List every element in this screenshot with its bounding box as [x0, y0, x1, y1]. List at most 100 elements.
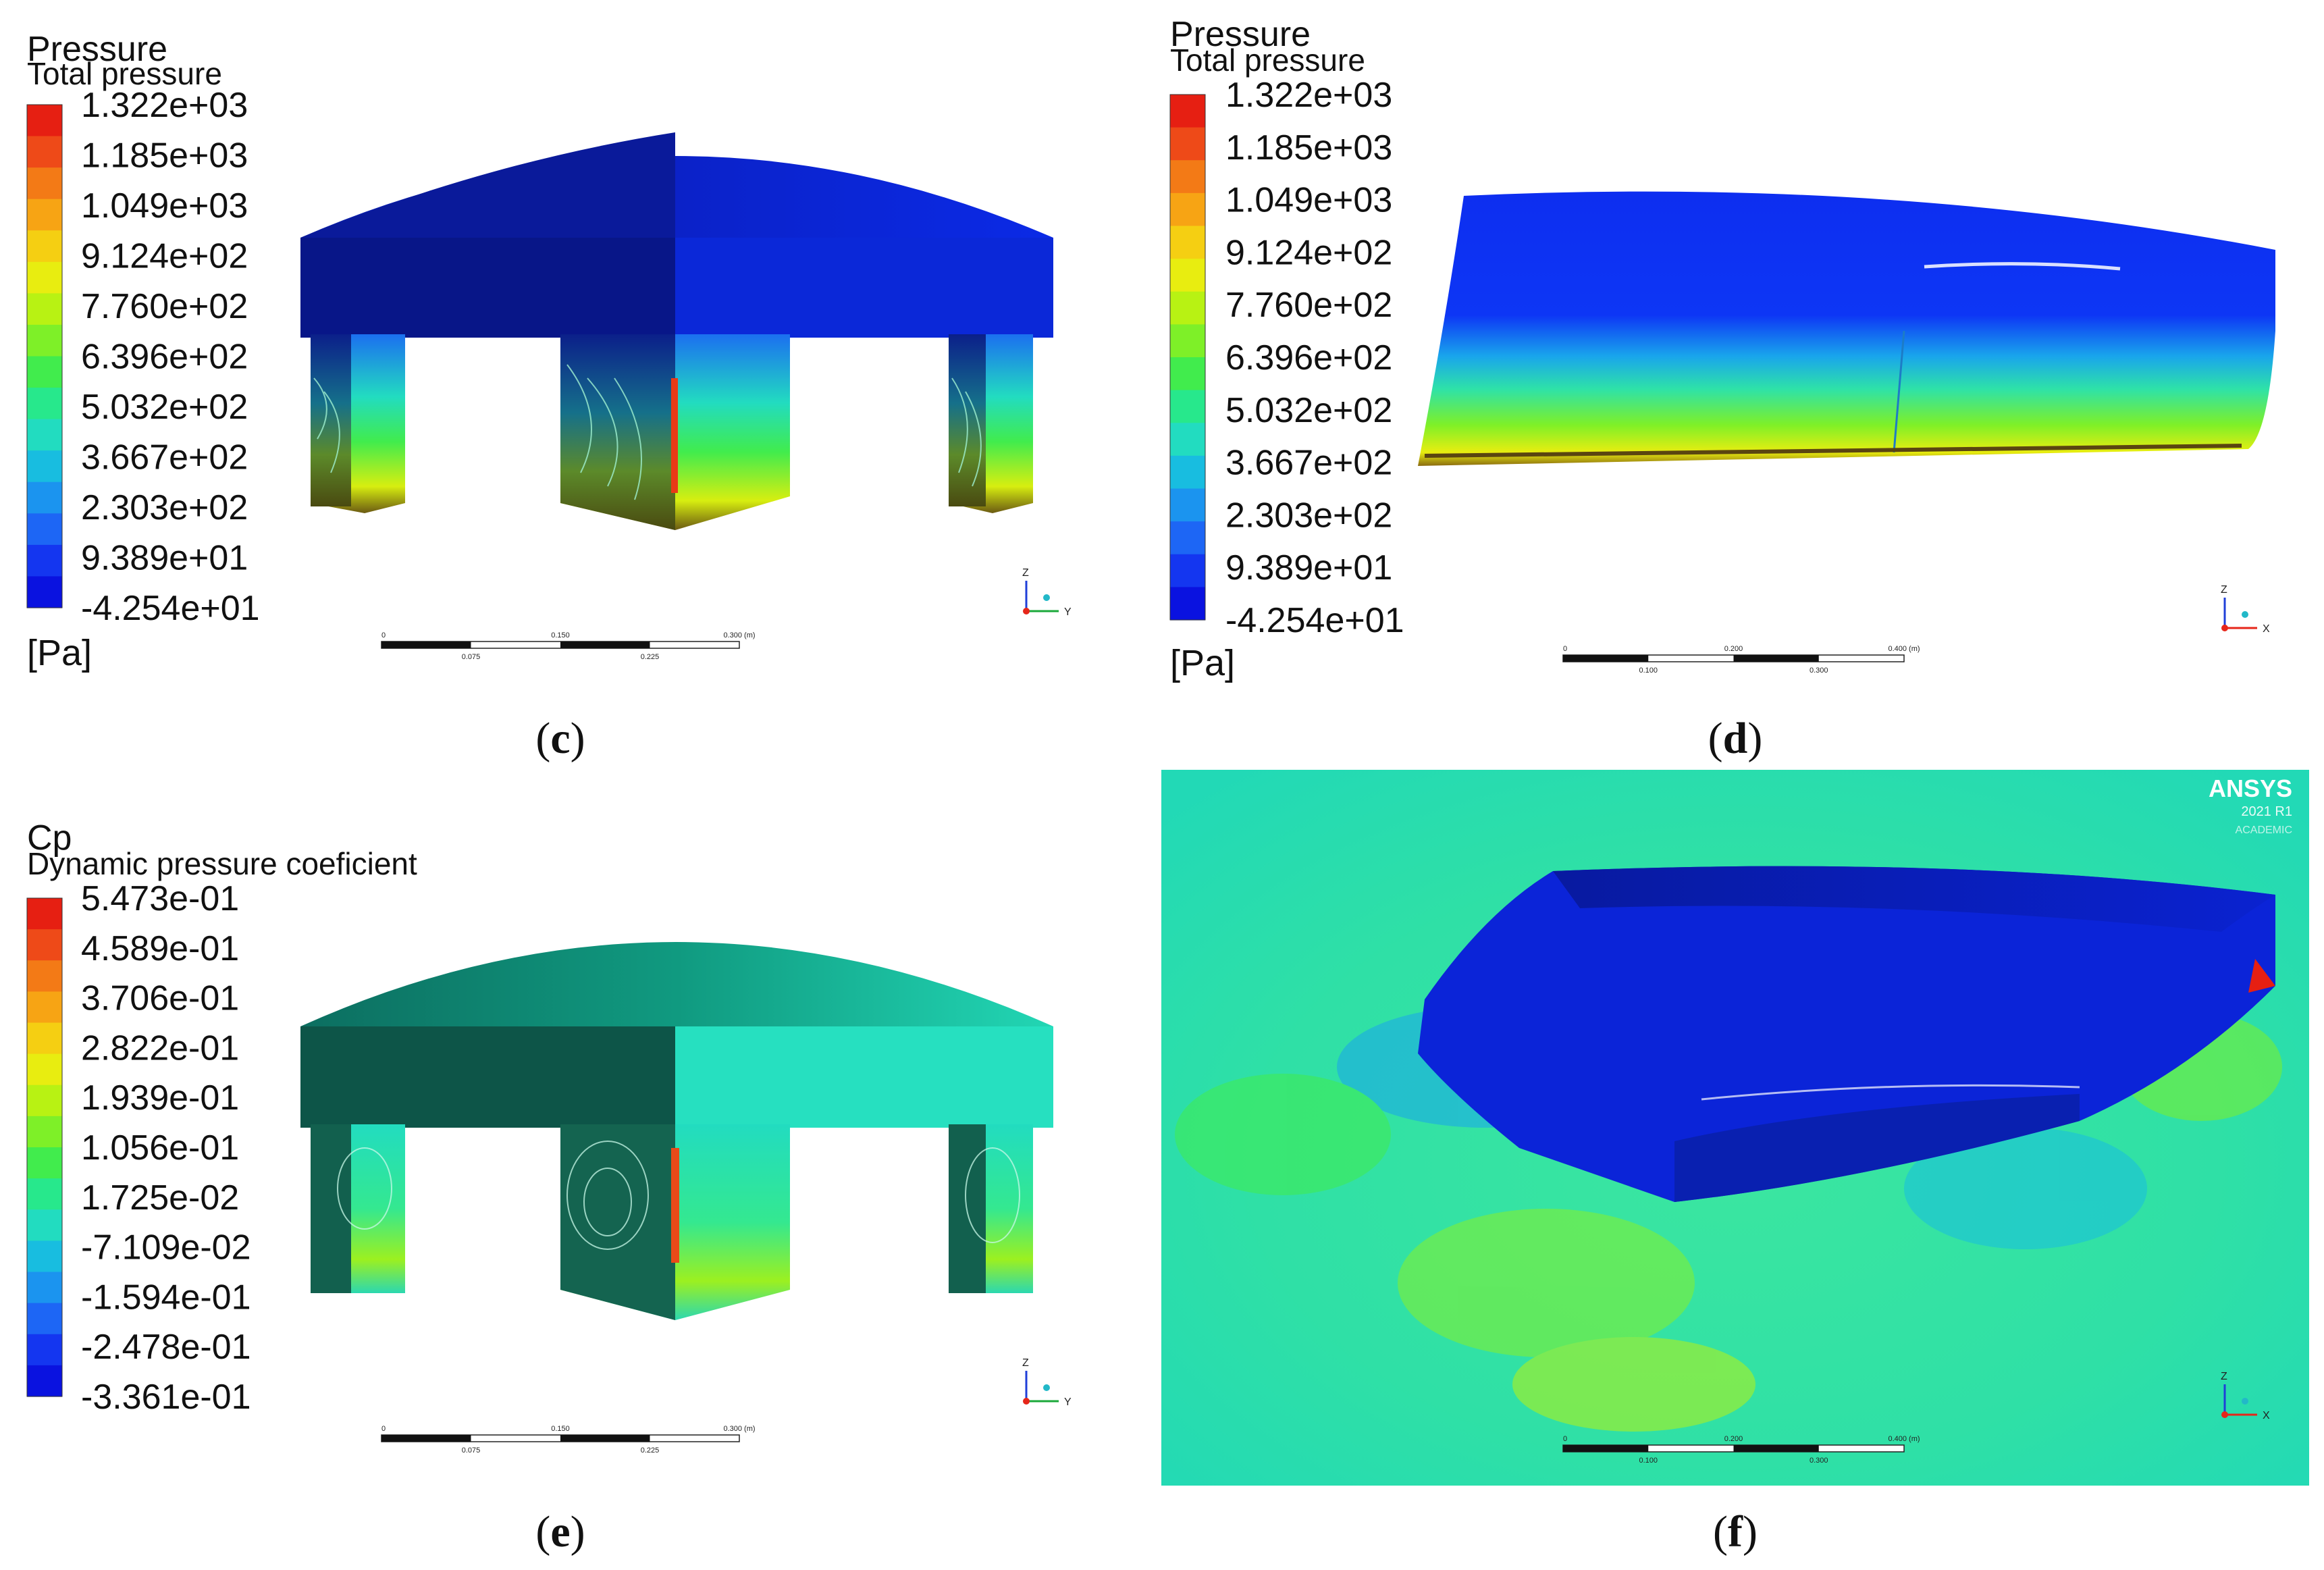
axis-triad: ZY: [1022, 1357, 1072, 1408]
colorbar-segment: [1170, 521, 1205, 555]
colorbar-segment: [1170, 160, 1205, 194]
colorbar-segment: [27, 991, 62, 1024]
colorbar-segment: [27, 105, 62, 137]
colorbar-segment: [1170, 127, 1205, 161]
panel-d-model: [1418, 191, 2275, 466]
colorbar-segment: [1170, 488, 1205, 522]
colorbar-segment: [27, 1240, 62, 1273]
panel-caption: (d): [1708, 714, 1763, 763]
colorbar-frame: [1169, 94, 1206, 621]
colorbar-segment: [1170, 95, 1205, 128]
scale-label: 0.300: [1810, 1457, 1828, 1465]
colorbar-tick-label: 6.396e+02: [81, 338, 248, 377]
axis-label: Z: [2221, 1371, 2227, 1382]
axis-triad: ZX: [2221, 1371, 2270, 1421]
axis-label: Z: [2221, 584, 2227, 596]
colorbar-segment: [27, 230, 62, 263]
colorbar-segment: [1170, 291, 1205, 325]
legend-variable: Cp: [27, 818, 72, 858]
colorbar-segment: [27, 513, 62, 546]
colorbar-tick-label: 3.706e-01: [81, 979, 239, 1018]
colorbar-tick-label: 3.667e+02: [1225, 444, 1392, 483]
scale-bar: 0 0.150 0.300 (m) 0.075 0.225: [381, 1425, 756, 1455]
colorbar-tick-label: 1.725e-02: [81, 1178, 239, 1218]
colorbar-segment: [27, 929, 62, 961]
colorbar-segment: [27, 261, 62, 294]
panel-c-model: [300, 132, 1053, 530]
colorbar-segment: [27, 960, 62, 992]
colorbar-frame: [26, 104, 63, 608]
colorbar-segment: [27, 324, 62, 357]
scale-label: 0.400 (m): [1888, 1435, 1920, 1443]
colorbar-segment: [1170, 423, 1205, 456]
scale-label: 0.075: [462, 1446, 481, 1455]
ansys-edition: ACADEMIC: [2236, 825, 2292, 836]
colorbar-segment: [1170, 226, 1205, 259]
colorbar-segment: [27, 356, 62, 388]
colorbar-tick-label: 1.185e+03: [81, 136, 248, 176]
colorbar-segment: [1170, 324, 1205, 358]
panel-caption: (e): [535, 1507, 585, 1556]
colorbar-segment: [1170, 390, 1205, 423]
colorbar-segment: [27, 1084, 62, 1117]
colorbar-tick-label: 1.049e+03: [81, 186, 248, 226]
axis-label: Y: [1064, 1396, 1072, 1408]
panel-caption: (f): [1713, 1507, 1758, 1556]
colorbar-segment: [1170, 192, 1205, 227]
colorbar-segment: [27, 167, 62, 200]
scale-bar: 0 0.200 0.400 (m) 0.100 0.300: [1562, 645, 1920, 675]
colorbar-segment: [1170, 259, 1205, 292]
legend-unit: [Pa]: [1170, 643, 1235, 683]
colorbar-tick-label: 1.322e+03: [81, 86, 248, 125]
axis-label: Z: [1022, 567, 1029, 579]
axis-label: X: [2263, 1410, 2270, 1421]
scale-label: 0.100: [1639, 1457, 1658, 1465]
colorbar-tick-label: 2.303e+02: [1225, 496, 1392, 535]
panel-f-model: ANSYS 2021 R1 ACADEMIC: [1161, 770, 2309, 1486]
colorbar-tick-label: 4.589e-01: [81, 929, 239, 968]
colorbar-tick-label: 7.760e+02: [1225, 286, 1392, 325]
axis-label: X: [2263, 623, 2270, 635]
colorbar-segment: [27, 293, 62, 325]
scale-bar: 0 0.150 0.300 (m) 0.075 0.225: [381, 631, 756, 661]
colorbar-tick-label: 7.760e+02: [81, 287, 248, 326]
colorbar-tick-label: 9.389e+01: [1225, 548, 1392, 587]
colorbar-segment: [27, 576, 62, 608]
scale-label: 0.300 (m): [723, 631, 755, 639]
colorbar-tick-label: 9.389e+01: [81, 539, 248, 578]
colorbar-segment: [27, 199, 62, 231]
scale-label: 0: [381, 631, 386, 639]
colorbar-tick-label: -4.254e+01: [81, 589, 260, 628]
panel-caption: (c): [535, 714, 585, 763]
colorbar-tick-label: 1.056e-01: [81, 1128, 239, 1168]
scale-label: 0.300 (m): [723, 1425, 755, 1433]
scale-label: 0: [1563, 1435, 1567, 1443]
scale-label: 0: [1563, 645, 1567, 653]
colorbar-segment: [27, 1272, 62, 1304]
colorbar-segment: [27, 1053, 62, 1086]
scale-label: 0: [381, 1425, 386, 1433]
colorbar-segment: [27, 1334, 62, 1366]
colorbar-segment: [27, 1116, 62, 1148]
colorbar-tick-label: 5.032e+02: [1225, 391, 1392, 430]
colorbar-segment: [27, 136, 62, 168]
scale-label: 0.075: [462, 653, 481, 661]
colorbar-segment: [27, 481, 62, 514]
colorbar-segment: [1170, 554, 1205, 587]
legend-quantity: Dynamic pressure coeficient: [27, 846, 417, 881]
colorbar-segment: [27, 1022, 62, 1055]
colorbar-tick-label: 1.185e+03: [1225, 128, 1392, 167]
colorbar-segment: [1170, 357, 1205, 391]
colorbar-tick-label: 6.396e+02: [1225, 338, 1392, 377]
axis-label: Y: [1064, 606, 1072, 618]
ansys-logo: ANSYS: [2209, 775, 2292, 802]
colorbar-segment: [27, 898, 62, 930]
colorbar-tick-label: 1.939e-01: [81, 1078, 239, 1118]
scale-label: 0.225: [641, 1446, 660, 1455]
colorbar-tick-label: 2.822e-01: [81, 1028, 239, 1068]
axis-triad: ZY: [1022, 567, 1072, 618]
colorbar-segment: [27, 419, 62, 451]
colorbar-segment: [27, 544, 62, 577]
colorbar-tick-label: 1.049e+03: [1225, 181, 1392, 220]
